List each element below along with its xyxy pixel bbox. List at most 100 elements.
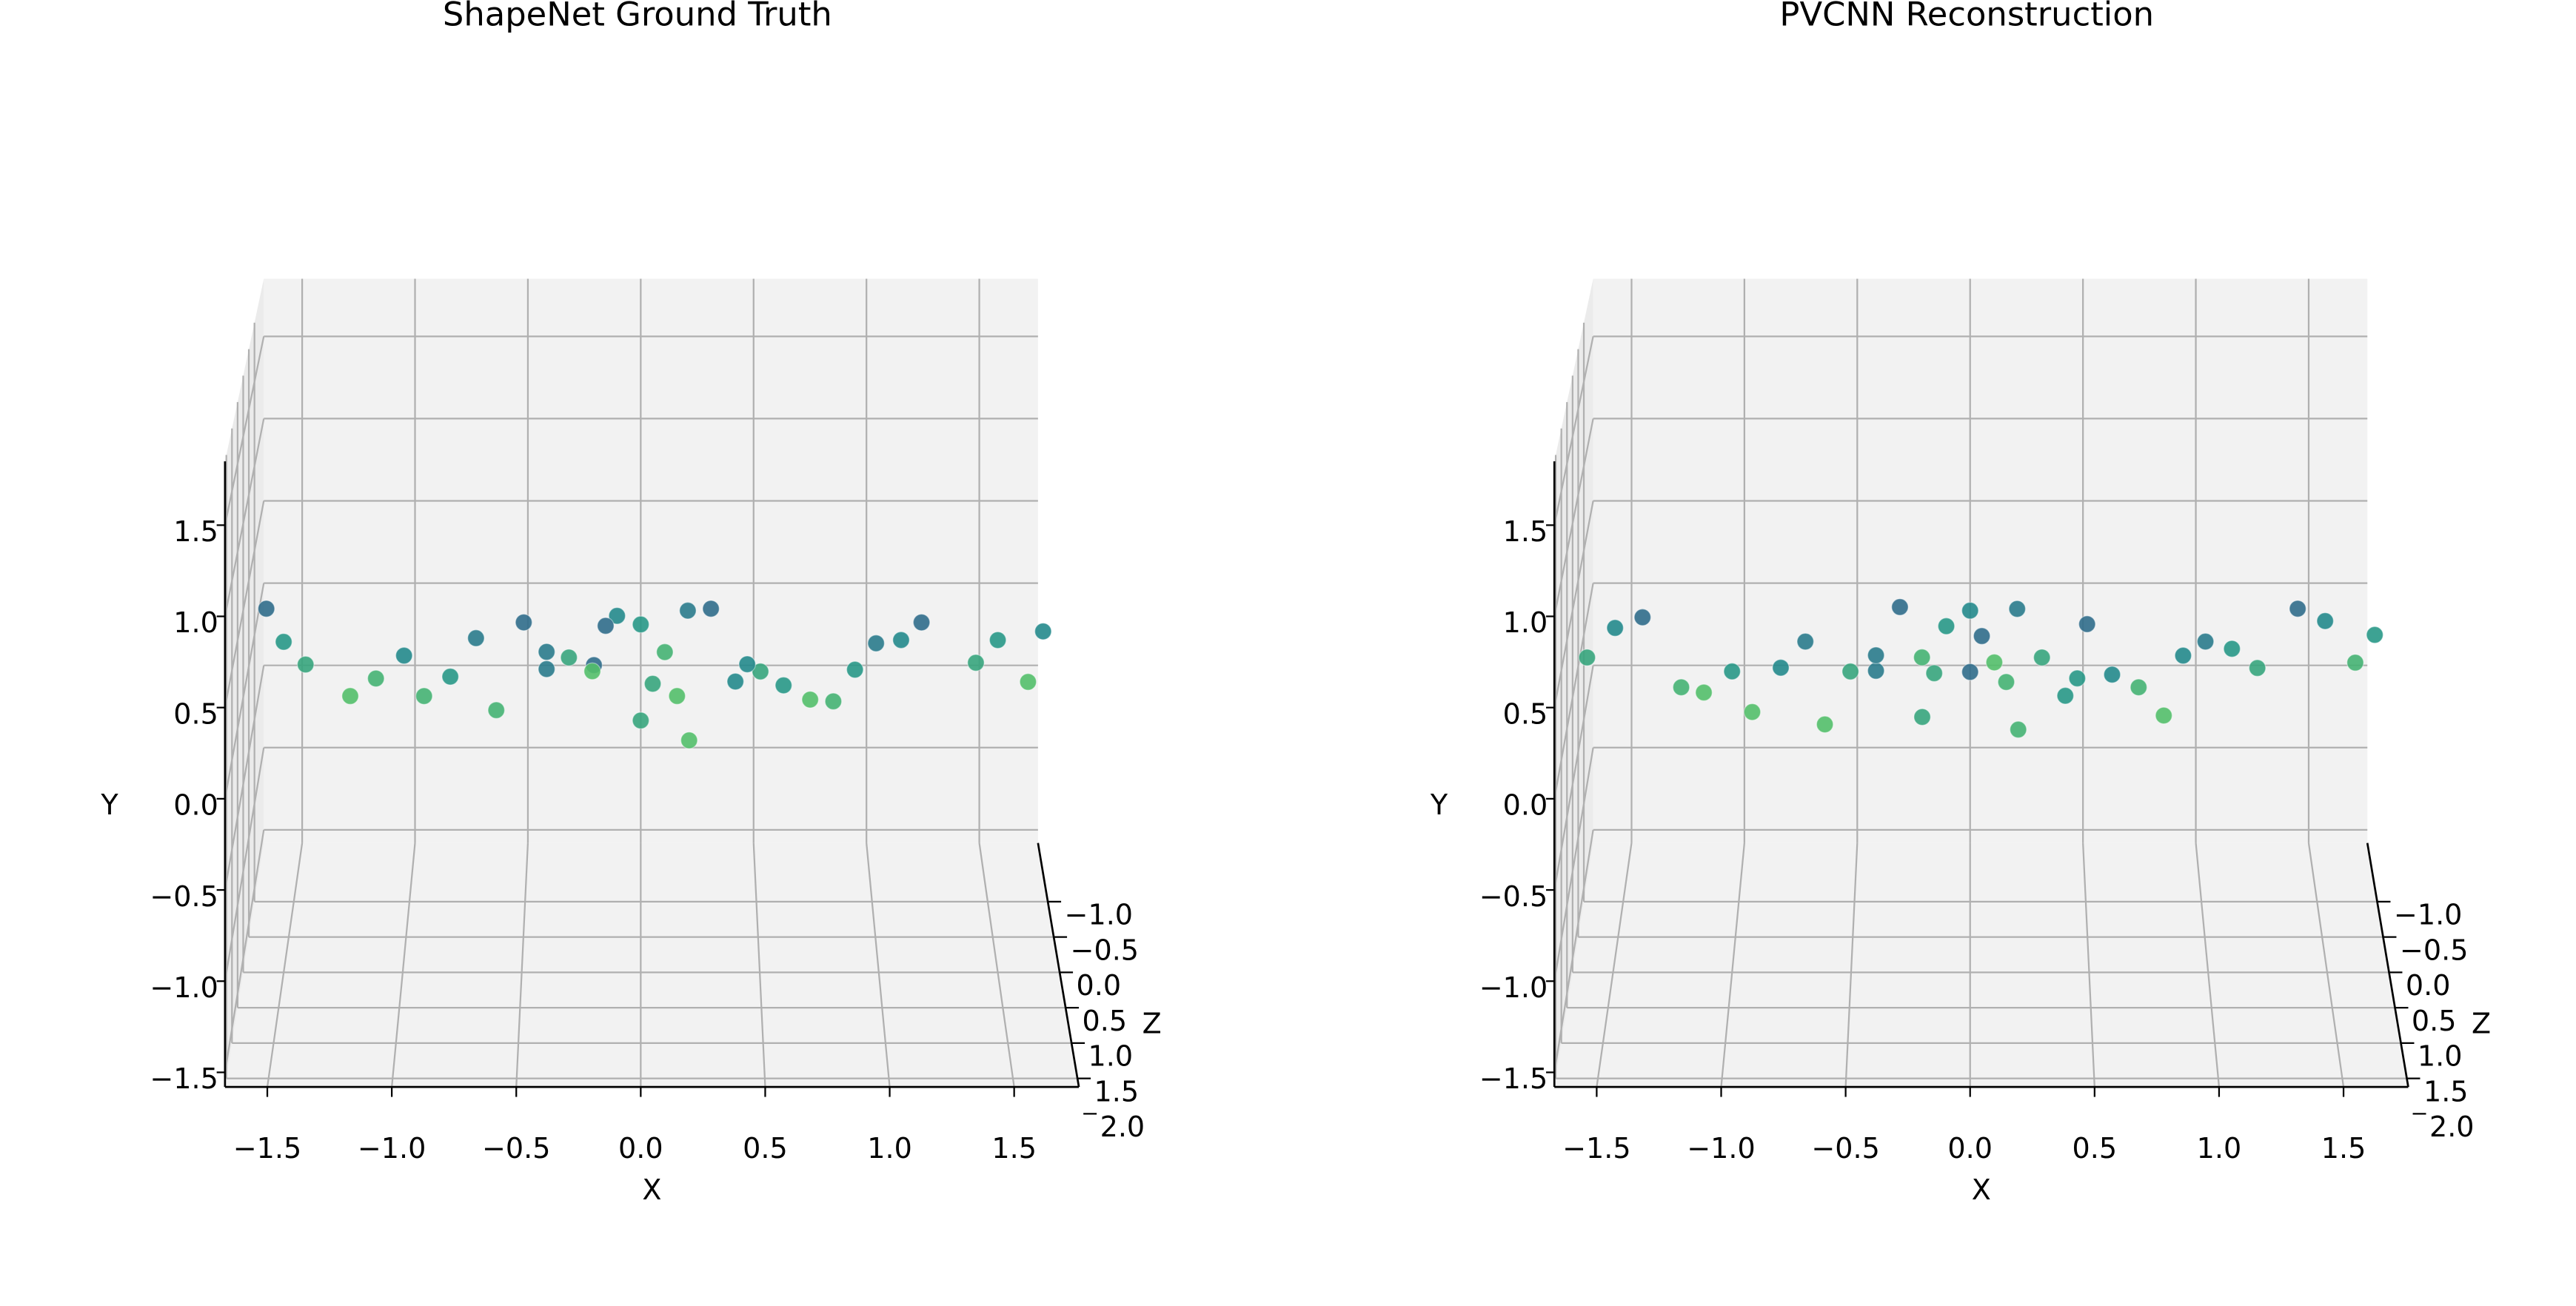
point: [892, 631, 910, 649]
point: [1891, 598, 1909, 616]
point: [655, 643, 674, 661]
point: [1695, 683, 1713, 702]
point: [341, 687, 359, 706]
x-axis-label: X: [1972, 1173, 1991, 1206]
point: [2196, 632, 2215, 651]
point: [1913, 708, 1931, 726]
grid-line: [1844, 843, 1859, 1088]
grid-line: [1720, 843, 1746, 1088]
grid-line: [866, 843, 891, 1088]
grid-line: [391, 843, 416, 1088]
point: [538, 660, 556, 678]
point: [1743, 703, 1762, 721]
point: [2223, 640, 2241, 658]
floor-pane: [1554, 843, 2409, 1088]
point: [2078, 615, 2096, 633]
x-tick-label: −1.5: [1562, 1132, 1631, 1165]
point: [538, 643, 556, 661]
grid-line: [515, 843, 529, 1088]
y-tick-label: 1.0: [1503, 606, 1548, 639]
point: [367, 669, 385, 688]
point: [1997, 673, 2015, 691]
z-axis-label: Z: [1143, 1008, 1162, 1040]
y-tick-label: −1.5: [150, 1062, 218, 1095]
point: [1973, 627, 1991, 646]
x-tick-label: −0.5: [1811, 1132, 1880, 1165]
point: [2346, 654, 2364, 672]
point: [775, 676, 793, 694]
point: [668, 687, 686, 706]
point: [824, 692, 843, 711]
point: [967, 654, 985, 672]
point: [1961, 663, 1979, 681]
z-tick-label: −1.0: [1065, 899, 1134, 931]
point: [1772, 658, 1790, 677]
x-tick-label: 0.5: [2072, 1132, 2118, 1165]
grid-line: [266, 843, 304, 1088]
point: [1937, 617, 1956, 635]
point: [1796, 632, 1815, 651]
y-tick-label: 1.0: [173, 606, 218, 639]
point: [2174, 646, 2192, 665]
point: [608, 606, 626, 625]
point: [867, 634, 886, 652]
y-tick-label: 0.0: [1503, 789, 1548, 822]
point: [257, 600, 275, 618]
x-tick-label: −0.5: [482, 1132, 551, 1165]
point: [2103, 666, 2121, 684]
point: [702, 600, 720, 618]
point: [275, 633, 293, 651]
x-tick-label: −1.0: [1687, 1132, 1756, 1165]
z-tick-label: 0.0: [1077, 969, 1122, 1002]
point: [1816, 715, 1834, 734]
z-tick-label: 1.5: [1094, 1075, 1140, 1108]
point: [2033, 649, 2051, 666]
subplot: −1.5 −1.0 −0.5 0.0 0.5 1.0 1.5−1.5−1.0−0.50.00…: [1430, 0, 2491, 1206]
point: [680, 731, 698, 749]
z-axis: [1037, 843, 1080, 1088]
point: [583, 662, 601, 680]
point: [2056, 686, 2075, 705]
y-tick-label: −0.5: [1479, 880, 1548, 913]
point: [2316, 612, 2335, 630]
point: [1633, 608, 1652, 626]
point: [738, 655, 757, 674]
point: [2248, 659, 2266, 677]
point: [1925, 664, 1944, 683]
back-pane: [264, 278, 1038, 843]
x-tick-label: 1.5: [2321, 1132, 2366, 1165]
point: [2068, 669, 2087, 688]
grid-line: [752, 843, 766, 1088]
point: [597, 617, 615, 635]
z-tick-label: −0.5: [1071, 934, 1140, 966]
point: [1867, 646, 1885, 664]
z-tick-label: 1.0: [1088, 1040, 1134, 1073]
grid-line: [1596, 843, 1633, 1088]
point: [2155, 706, 2173, 725]
y-tick-label: −0.5: [150, 880, 218, 913]
point: [1913, 649, 1931, 666]
point: [2009, 720, 2027, 739]
x-tick-label: 1.0: [867, 1132, 912, 1165]
point: [632, 615, 650, 634]
point: [560, 649, 578, 666]
y-tick-label: −1.0: [150, 971, 218, 1004]
point: [1019, 673, 1037, 691]
point: [643, 674, 662, 693]
x-tick-label: −1.5: [233, 1132, 302, 1165]
grid-line: [2082, 843, 2095, 1088]
point: [487, 701, 506, 720]
point: [726, 672, 745, 691]
z-tick-label: 0.5: [2412, 1005, 2457, 1037]
grid-line: [978, 843, 1015, 1088]
point: [679, 601, 697, 620]
z-tick-label: 2.0: [1100, 1111, 1145, 1143]
z-tick-label: 0.5: [1083, 1005, 1128, 1037]
grid-line: [2195, 843, 2221, 1088]
point: [632, 711, 650, 730]
z-tick-label: −1.0: [2394, 899, 2463, 931]
z-axis: [2366, 843, 2409, 1088]
point: [1578, 649, 1596, 666]
